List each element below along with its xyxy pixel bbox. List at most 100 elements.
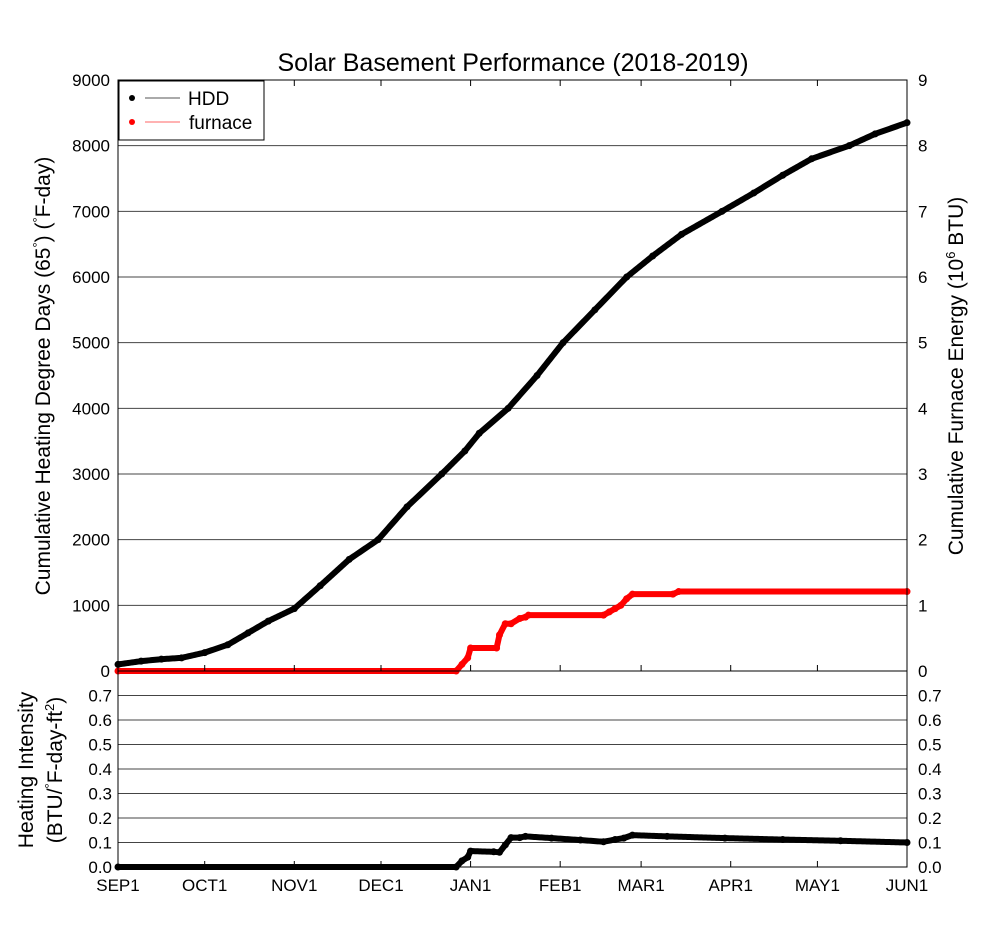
intensity-point — [548, 834, 556, 842]
intensity-point — [501, 841, 509, 849]
y-axis-right-title-part: BTU) — [945, 197, 968, 252]
intensity-point — [507, 834, 515, 842]
hdd-point — [244, 629, 252, 637]
hdd-point — [623, 273, 631, 281]
y-tick-label-left: 8000 — [72, 137, 110, 156]
y-axis-bottom-title-line2: (BTU/°F-day-ft2) — [42, 697, 67, 844]
hdd-point — [750, 189, 758, 197]
chart-title: Solar Basement Performance (2018-2019) — [277, 49, 748, 77]
hdd-point — [649, 252, 657, 260]
exponent-superscript: 6 — [943, 252, 958, 259]
hdd-point — [504, 404, 512, 412]
furnace-point — [467, 644, 475, 652]
series-layer — [114, 119, 911, 871]
y-tick-label-right: 1 — [918, 596, 927, 615]
intensity-point — [576, 836, 584, 844]
furnace-point — [501, 620, 509, 628]
plot-frames — [117, 79, 908, 868]
y-tick-label-left: 9000 — [72, 71, 110, 90]
furnace-series — [114, 588, 911, 675]
intensity-point — [522, 832, 530, 840]
furnace-point — [493, 644, 501, 652]
x-tick-label: JUN1 — [886, 876, 929, 895]
hdd-point — [678, 230, 686, 238]
bottom-gridlines — [118, 695, 907, 843]
intensity-point — [516, 834, 524, 842]
intensity-point — [464, 853, 472, 861]
hdd-point — [591, 306, 599, 314]
y-tick-label-bottom-right: 0.0 — [918, 858, 942, 877]
y-tick-label-left: 3000 — [72, 465, 110, 484]
y-axis-left-title: Cumulative Heating Degree Days (65°) (°F… — [30, 157, 55, 596]
hdd-series — [114, 119, 911, 668]
y-tick-label-right: 8 — [918, 137, 927, 156]
x-tick-label: MAY1 — [795, 876, 840, 895]
furnace-line — [115, 588, 910, 674]
y-axis-right-title-part: Cumulative Furnace Energy (10 — [945, 259, 968, 555]
intensity-series — [114, 831, 911, 871]
legend-label-hdd: HDD — [188, 89, 229, 110]
intensity-point — [779, 836, 787, 844]
y-axis-bottom-title-part: (BTU/ — [44, 788, 67, 843]
y-tick-label-left: 6000 — [72, 268, 110, 287]
furnace-point — [669, 590, 677, 598]
hdd-point — [403, 503, 411, 511]
x-tick-label: MAR1 — [617, 876, 664, 895]
y-tick-label-left: 1000 — [72, 596, 110, 615]
hdd-point — [178, 654, 186, 662]
y-tick-label-bottom-right: 0.6 — [918, 711, 942, 730]
hdd-point — [871, 130, 879, 138]
y-tick-label-bottom-left: 0.0 — [88, 858, 112, 877]
y-axis-left-title-part: Cumulative Heating Degree Days (65 — [32, 248, 55, 596]
bottom-plot-frame — [117, 670, 908, 868]
y-axis-left-title-part: ) ( — [32, 223, 55, 243]
y-tick-label-bottom-right: 0.2 — [918, 809, 942, 828]
y-tick-label-bottom-right: 0.5 — [918, 736, 942, 755]
hdd-point — [157, 655, 165, 663]
hdd-point — [559, 339, 567, 347]
y-tick-label-right: 9 — [918, 71, 927, 90]
y-tick-label-bottom-right: 0.7 — [918, 687, 942, 706]
legend-marker-hdd — [129, 95, 135, 101]
y-axis-left-title-part: F-day) — [32, 157, 55, 218]
intensity-point — [495, 848, 503, 856]
y-tick-label-bottom-left: 0.3 — [88, 785, 112, 804]
furnace-point — [507, 620, 515, 628]
furnace-point — [611, 605, 619, 613]
y-tick-label-left: 2000 — [72, 531, 110, 550]
furnace-point — [600, 611, 608, 619]
y-tick-label-left: 5000 — [72, 334, 110, 353]
hdd-point — [808, 155, 816, 163]
hdd-point — [201, 649, 209, 657]
hdd-point — [290, 605, 298, 613]
furnace-point — [516, 614, 524, 622]
furnace-point — [623, 595, 631, 603]
furnace-point — [628, 590, 636, 598]
intensity-point — [458, 857, 466, 865]
intensity-point — [837, 837, 845, 845]
intensity-point — [611, 836, 619, 844]
degree-superscript: ° — [30, 217, 45, 222]
y-tick-label-right: 4 — [918, 399, 927, 418]
furnace-point — [458, 660, 466, 668]
furnace-point — [464, 654, 472, 662]
y-tick-label-bottom-right: 0.1 — [918, 834, 942, 853]
legend-marker-furnace — [129, 119, 135, 125]
y-tick-label-bottom-left: 0.1 — [88, 834, 112, 853]
intensity-point — [721, 834, 729, 842]
intensity-point — [467, 847, 475, 855]
hdd-point — [718, 207, 726, 215]
x-tick-label: APR1 — [708, 876, 752, 895]
hdd-line — [115, 119, 910, 668]
intensity-point — [628, 831, 636, 839]
hdd-point — [438, 470, 446, 478]
hdd-point — [374, 536, 382, 544]
y-tick-label-right: 7 — [918, 202, 927, 221]
y-axis-bottom-title-part: ) — [44, 697, 67, 704]
hdd-point — [845, 142, 853, 150]
x-tick-label: JAN1 — [450, 876, 492, 895]
y-tick-label-bottom-right: 0.4 — [918, 760, 942, 779]
furnace-point — [524, 611, 532, 619]
intensity-point — [490, 848, 498, 856]
